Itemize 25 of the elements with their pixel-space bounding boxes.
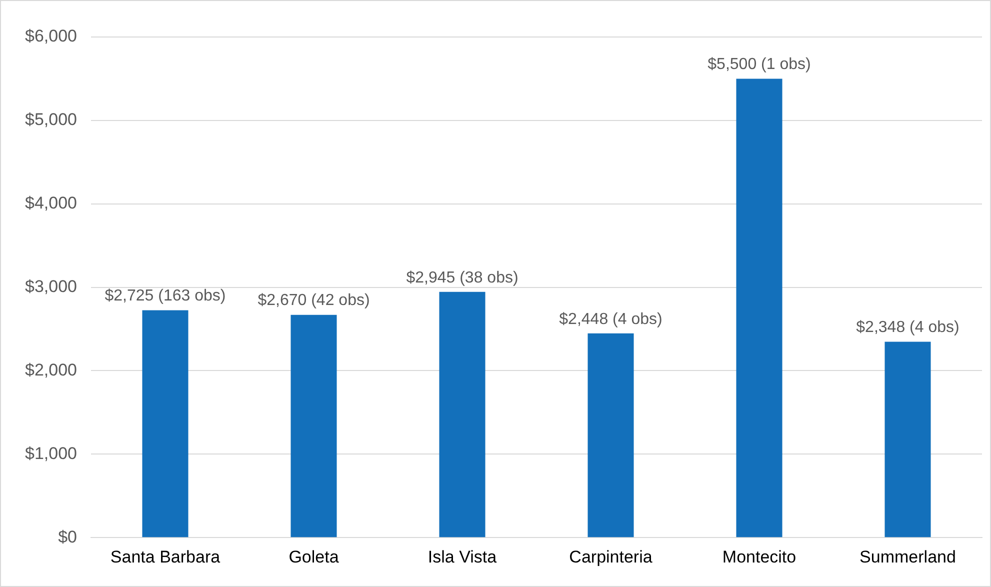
bar (439, 292, 486, 538)
x-tick-label: Isla Vista (428, 547, 498, 566)
data-label: $2,945 (38 obs) (406, 269, 518, 286)
y-tick-label: $5,000 (24, 110, 77, 130)
bar (290, 314, 337, 538)
y-tick-label: $1,000 (24, 444, 77, 463)
data-label: $5,500 (1 obs) (708, 56, 811, 74)
data-label: $2,348 (4 obs) (856, 319, 960, 336)
data-label: $2,448 (4 obs) (559, 310, 662, 328)
y-tick-label: $2,000 (24, 360, 77, 380)
bar (736, 78, 782, 538)
x-tick-label: Montecito (722, 547, 796, 566)
bar (884, 342, 931, 538)
x-tick-label: Santa Barbara (110, 547, 221, 566)
data-label: $2,725 (163 obs) (104, 288, 226, 305)
bar (588, 333, 634, 538)
x-tick-label: Summerland (860, 547, 956, 566)
x-tick-label: Carpinteria (569, 547, 653, 566)
y-tick-label: $4,000 (24, 194, 77, 213)
y-tick-label: $0 (58, 527, 77, 546)
data-label: $2,670 (42 obs) (258, 292, 370, 310)
y-tick-label: $3,000 (24, 276, 77, 296)
y-tick-label: $6,000 (24, 26, 77, 46)
x-tick-label: Goleta (288, 547, 340, 566)
bar (142, 310, 188, 538)
